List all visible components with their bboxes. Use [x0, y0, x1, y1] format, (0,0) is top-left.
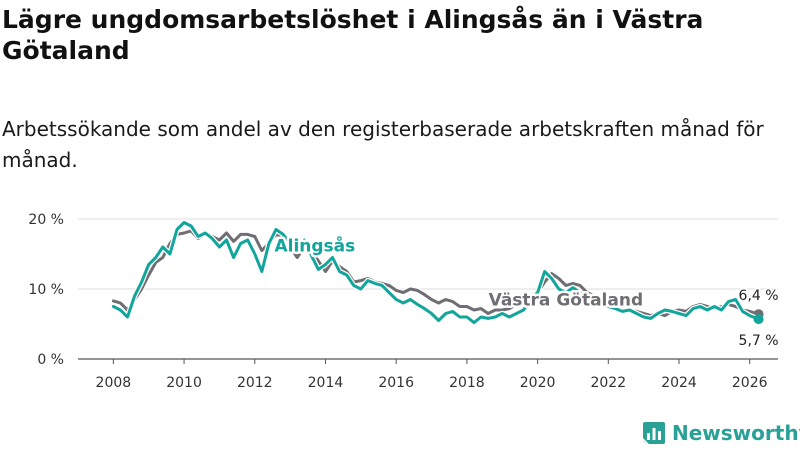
chart-title: Lägre ungdomsarbetslöshet i Alingsås än … [2, 5, 704, 65]
end-value-label: 5,7 % [739, 333, 779, 349]
x-tick-label: 2020 [520, 375, 556, 391]
x-tick-label: 2014 [308, 375, 344, 391]
series-name-label: Västra Götaland [489, 291, 644, 311]
newsworthy-logo-icon [643, 422, 665, 444]
x-tick-label: 2008 [96, 375, 132, 391]
series-lines [110, 219, 764, 326]
x-tick-label: 2010 [166, 375, 202, 391]
end-point-alings-s [753, 314, 764, 325]
series-line-v-stra-g-taland [111, 229, 761, 318]
end-value-label: 6,4 % [739, 288, 779, 304]
newsworthy-logo[interactable]: Newsworthy [643, 419, 800, 447]
x-tick-label: 2012 [237, 375, 273, 391]
x-tick-label: 2026 [732, 375, 768, 391]
y-tick-label: 10 % [28, 282, 64, 298]
y-tick-label: 0 % [37, 352, 64, 368]
x-tick-label: 2022 [590, 375, 626, 391]
x-tick-label: 2016 [378, 375, 414, 391]
x-axis: 2008 2010 2012 2014 2016 2018 2020 2022 2024 2026 [96, 359, 768, 391]
series-line-alings-s [111, 221, 761, 325]
chart-subtitle: Arbetssökande som andel av den registerb… [2, 117, 764, 172]
data-labels: Alingsås Västra Götaland 6,4 % 5,7 % [272, 232, 780, 351]
series-name-label: Alingsås [274, 235, 355, 257]
gridlines: 0 % 10 % 20 % [28, 212, 778, 368]
x-tick-label: 2024 [661, 375, 697, 391]
y-tick-label: 20 % [28, 212, 64, 228]
newsworthy-logo-text: Newsworthy [672, 421, 800, 445]
x-tick-label: 2018 [449, 375, 485, 391]
